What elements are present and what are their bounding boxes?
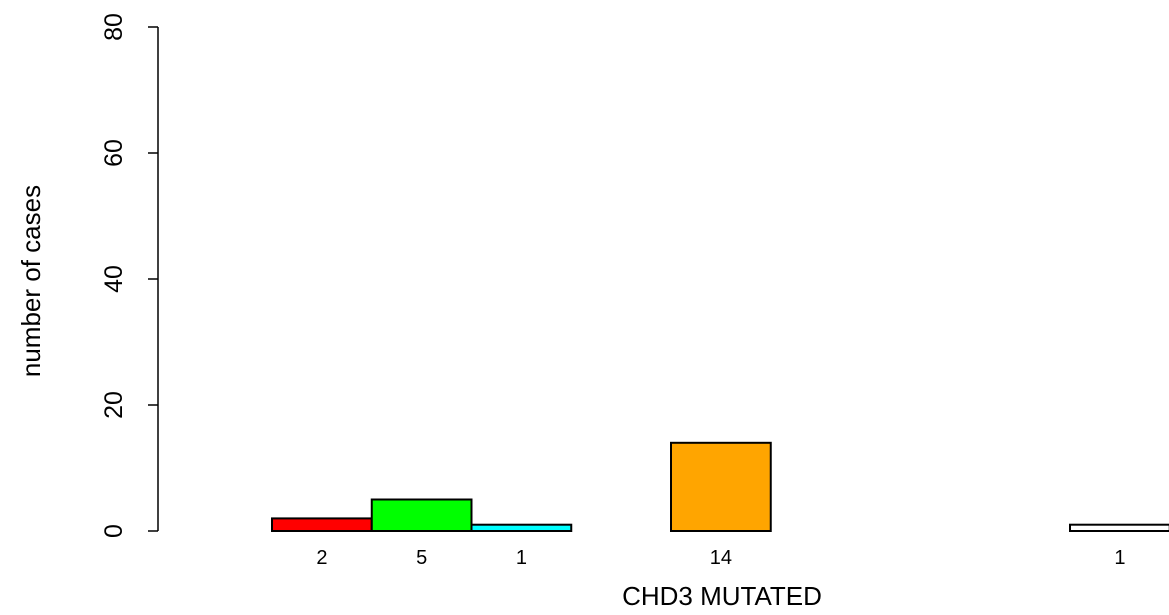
bar-count-label: 2 [316,547,327,569]
bar [1069,523,1169,533]
y-tick-label: 80 [100,13,128,41]
bar [670,441,772,532]
count-labels: 2 5 1 14 1 [316,547,1125,569]
y-tick-label: 20 [100,391,128,419]
bar [271,517,373,533]
y-tick-label: 0 [100,524,128,538]
bar-count-label: 1 [516,547,527,569]
x-axis-title: CHD3 MUTATED [622,581,822,611]
bar [470,523,573,533]
y-tick-label: 40 [100,265,128,293]
bar-count-label: 5 [416,547,427,569]
bar-count-label: 1 [1114,547,1125,569]
bar-count-label: 14 [710,547,732,569]
y-axis: 0 20 40 60 80 [100,13,159,538]
bar [370,498,473,532]
bars [271,441,1169,533]
y-axis-title: number of cases [16,185,46,377]
y-tick-label: 60 [100,139,128,167]
